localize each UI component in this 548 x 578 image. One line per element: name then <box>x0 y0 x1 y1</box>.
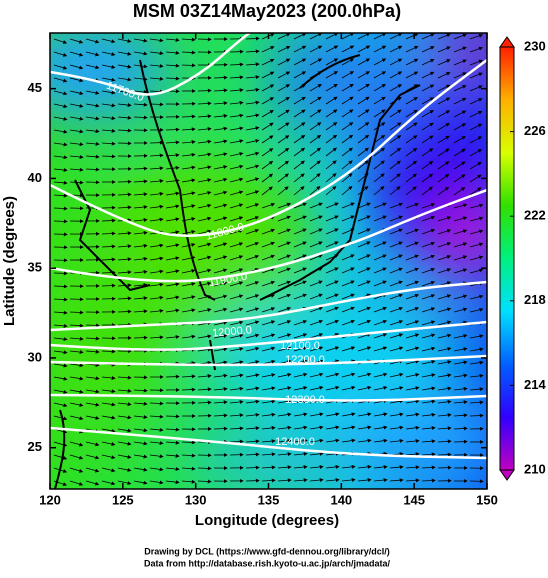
wind-arrow <box>54 221 67 222</box>
colorbar-tick-label: 210 <box>524 461 546 476</box>
colorbar-top-tip <box>500 37 514 47</box>
colorbar-tick-label: 218 <box>524 292 546 307</box>
wind-arrow <box>486 270 499 273</box>
wind-arrow <box>486 231 499 234</box>
x-tick-label: 135 <box>258 492 280 507</box>
wind-arrow <box>486 86 498 91</box>
colorbar-tick-label: 230 <box>524 38 546 53</box>
wind-arrow <box>182 389 195 390</box>
wind-arrow <box>198 468 211 469</box>
wind-arrow <box>486 389 499 390</box>
colorbar-tick-label: 226 <box>524 123 546 138</box>
contour-label: 12200.0 <box>285 354 325 366</box>
wind-arrow <box>486 481 499 482</box>
colorbar: 210 214 218 222 226 230 <box>500 37 546 480</box>
wind-arrow <box>486 455 499 456</box>
wind-arrow <box>486 124 498 130</box>
wind-arrow <box>182 442 195 443</box>
colorbar-body <box>500 47 514 470</box>
wind-arrow <box>486 376 499 377</box>
wind-arrow <box>486 349 499 351</box>
y-tick-label: 45 <box>28 80 42 95</box>
wind-arrow <box>486 296 499 299</box>
wind-arrow <box>102 220 115 221</box>
wind-arrow <box>486 283 499 286</box>
wind-arrow <box>486 310 499 312</box>
title: MSM 03Z14May2023 (200.0hPa) <box>133 1 401 21</box>
wind-arrow <box>150 104 163 105</box>
wind-arrow <box>486 48 498 52</box>
wind-arrow <box>486 218 499 221</box>
wind-arrow <box>214 77 227 78</box>
wind-arrow <box>486 257 499 260</box>
colorbar-tick-label: 222 <box>524 208 546 223</box>
y-tick-label: 35 <box>28 260 42 275</box>
x-tick-label: 130 <box>185 492 207 507</box>
wind-arrow <box>166 129 179 130</box>
contour-label: 12100.0 <box>280 340 320 352</box>
x-tick-label: 145 <box>403 492 425 507</box>
wind-arrow <box>54 286 67 287</box>
x-axis-label: Longitude (degrees) <box>195 512 339 529</box>
footer-line: Drawing by DCL (https://www.gfd-dennou.o… <box>144 546 390 556</box>
wind-arrow <box>486 244 499 247</box>
wind-arrow <box>102 285 115 286</box>
wind-arrow <box>486 61 498 65</box>
y-tick-label: 30 <box>28 349 42 364</box>
wind-arrow <box>118 311 131 312</box>
x-tick-label: 140 <box>330 492 352 507</box>
wind-arrow <box>102 156 115 157</box>
wind-arrow <box>486 336 499 338</box>
x-tick-label: 125 <box>112 492 134 507</box>
wind-arrow <box>486 35 498 39</box>
wind-arrow <box>486 323 499 325</box>
footer-line: Data from http://database.rish.kyoto-u.a… <box>144 558 391 568</box>
y-tick-label: 25 <box>28 439 42 454</box>
colorbar-bottom-tip <box>500 470 514 480</box>
wind-arrow <box>486 112 498 117</box>
contour-label: 12300.0 <box>285 394 325 406</box>
y-axis-label: Latitude (degrees) <box>1 196 18 326</box>
field: 11700.011800.011900.012000.012100.012200… <box>10 15 520 490</box>
x-tick-label: 120 <box>39 492 61 507</box>
wind-arrow <box>486 99 498 104</box>
x-tick-label: 150 <box>476 492 498 507</box>
wind-arrow <box>486 363 499 364</box>
contour-label: 12400.0 <box>275 436 315 448</box>
y-tick-label: 40 <box>28 170 42 185</box>
wind-arrow <box>246 467 259 468</box>
wind-arrow <box>486 205 499 208</box>
wind-arrow <box>486 74 498 78</box>
wind-arrow <box>486 468 499 469</box>
colorbar-tick-label: 214 <box>524 377 546 392</box>
